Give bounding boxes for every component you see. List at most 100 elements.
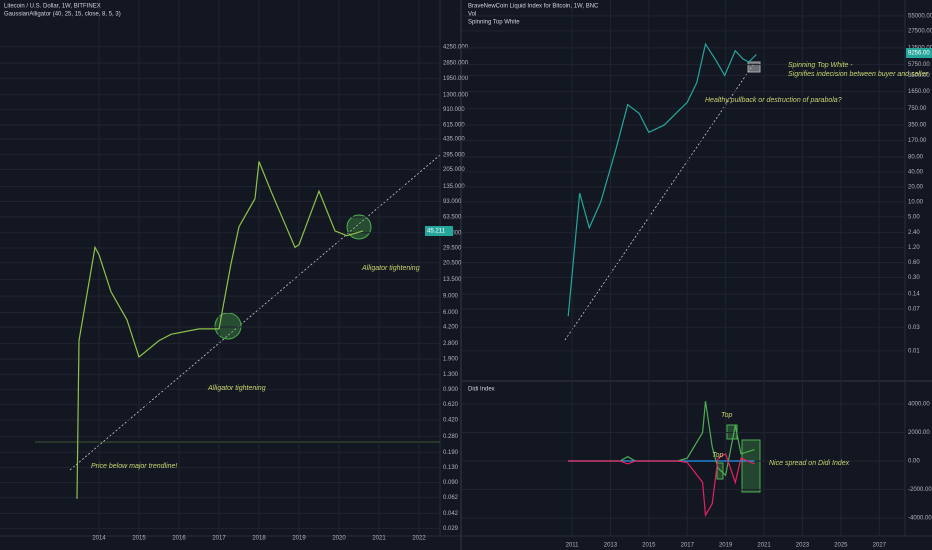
series-line xyxy=(76,161,364,499)
price-tag-label: 9256.00 xyxy=(908,51,930,57)
y-tick-label: 135.000 xyxy=(443,184,465,190)
annotation: Top xyxy=(721,412,733,419)
y-tick-label: 2850.000 xyxy=(443,61,469,67)
panel-header: Vol xyxy=(468,12,476,18)
x-tick-label: 2018 xyxy=(252,536,266,542)
y-tick-label: 750.00 xyxy=(908,106,927,112)
y-tick-label: 3500.00 xyxy=(908,73,930,79)
series-line xyxy=(568,401,755,477)
y-tick-label: 27500.00 xyxy=(908,28,932,34)
y-tick-label: 910.000 xyxy=(443,107,465,113)
highlight-circle xyxy=(214,312,242,340)
highlight-box xyxy=(716,462,724,480)
y-tick-label: 55000.00 xyxy=(908,13,932,19)
y-tick-label: 0.190 xyxy=(443,450,459,456)
highlight-circle xyxy=(346,214,372,240)
y-tick-label: 1.20 xyxy=(908,245,920,251)
y-tick-label: 0.900 xyxy=(443,387,459,393)
panel-header: Spinning Top White xyxy=(468,20,520,26)
annotation: Signifies indecision between buyer and s… xyxy=(788,71,928,78)
x-tick-label: 2021 xyxy=(757,543,771,549)
y-tick-label: 0.00 xyxy=(908,459,920,465)
y-tick-label: 170.00 xyxy=(908,138,927,144)
y-tick-label: 0.01 xyxy=(908,349,920,355)
x-tick-label: 2015 xyxy=(642,543,656,549)
x-tick-label: 2017 xyxy=(681,543,695,549)
y-tick-label: 93.000 xyxy=(443,199,462,205)
highlight-box xyxy=(747,61,761,73)
y-tick-label: 4000.00 xyxy=(908,402,930,408)
y-tick-label: 13.500 xyxy=(443,277,462,283)
series-line xyxy=(567,42,757,317)
y-tick-label: 1.300 xyxy=(443,372,459,378)
x-tick-label: 2025 xyxy=(834,543,848,549)
x-tick-label: 2019 xyxy=(292,536,306,542)
x-tick-label: 2022 xyxy=(412,536,426,542)
y-tick-label: 0.07 xyxy=(908,306,920,312)
y-tick-label: 1.900 xyxy=(443,357,459,363)
y-tick-label: 0.280 xyxy=(443,434,459,440)
y-tick-label: 1300.000 xyxy=(443,92,469,98)
panel-header: Litecoin / U.S. Dollar, 1W, BITFINEX xyxy=(4,4,101,10)
y-tick-label: 6.000 xyxy=(443,310,459,316)
y-tick-label: 1650.00 xyxy=(908,89,930,95)
x-tick-label: 2027 xyxy=(873,543,887,549)
annotation: Nice spread on Didi Index xyxy=(769,460,850,467)
y-tick-label: 63.500 xyxy=(443,215,462,221)
y-tick-label: 20.500 xyxy=(443,260,462,266)
y-tick-label: 0.090 xyxy=(443,480,459,486)
highlight-box xyxy=(741,439,761,493)
y-tick-label: 80.00 xyxy=(908,155,924,161)
price-tag xyxy=(425,226,453,236)
y-tick-label: 2.800 xyxy=(443,341,459,347)
y-tick-label: 0.620 xyxy=(443,402,459,408)
price-tag-label: 45.211 xyxy=(427,229,446,235)
annotation: Alligator tightening xyxy=(207,385,266,392)
x-tick-label: 2013 xyxy=(604,543,618,549)
x-tick-label: 2021 xyxy=(372,536,386,542)
panel-header: GaussianAlligator (40, 25, 15, close, 8,… xyxy=(4,12,121,18)
y-tick-label: 0.062 xyxy=(443,495,459,501)
y-tick-label: 0.30 xyxy=(908,275,920,281)
y-tick-label: 350.00 xyxy=(908,123,927,129)
annotation: Healthy pullback or destruction of parab… xyxy=(705,97,842,104)
y-tick-label: 9.000 xyxy=(443,294,459,300)
y-tick-label: -4000.00 xyxy=(908,516,932,522)
x-tick-label: 2020 xyxy=(332,536,346,542)
x-tick-label: 2011 xyxy=(566,543,580,549)
y-tick-label: 5.00 xyxy=(908,214,920,220)
x-tick-label: 2019 xyxy=(719,543,733,549)
panel-header: BraveNewCoin Liquid Index for Bitcoin, 1… xyxy=(468,4,599,10)
y-tick-label: 0.03 xyxy=(908,325,920,331)
y-tick-label: 0.029 xyxy=(443,526,459,532)
y-tick-label: 5750.00 xyxy=(908,62,930,68)
y-tick-label: 435.000 xyxy=(443,137,465,143)
y-tick-label: 20.00 xyxy=(908,184,924,190)
y-tick-label: 0.14 xyxy=(908,292,920,298)
x-tick-label: 2014 xyxy=(92,536,106,542)
y-tick-label: 0.420 xyxy=(443,418,459,424)
x-tick-label: 2015 xyxy=(132,536,146,542)
y-tick-label: 615.000 xyxy=(443,123,465,129)
x-tick-label: 2017 xyxy=(212,536,226,542)
annotation: Price below major trendline! xyxy=(91,463,177,470)
x-tick-label: 2016 xyxy=(172,536,186,542)
y-tick-label: 295.000 xyxy=(443,152,465,158)
y-tick-label: 2000.00 xyxy=(908,430,930,436)
series-line xyxy=(568,453,755,518)
y-tick-label: 2.40 xyxy=(908,230,920,236)
y-tick-label: 0.60 xyxy=(908,260,920,266)
y-tick-label: 4.200 xyxy=(443,325,459,331)
y-tick-label: -2000.00 xyxy=(908,487,932,493)
x-tick-label: 2023 xyxy=(796,543,810,549)
annotation: Alligator tightening xyxy=(361,265,420,272)
y-tick-label: 29.500 xyxy=(443,246,462,252)
y-tick-label: 40.00 xyxy=(908,169,924,175)
trendline xyxy=(69,154,441,471)
y-tick-label: 1950.000 xyxy=(443,76,469,82)
annotation: Top xyxy=(712,452,724,459)
y-tick-label: 10.00 xyxy=(908,199,924,205)
price-tag xyxy=(906,48,932,58)
